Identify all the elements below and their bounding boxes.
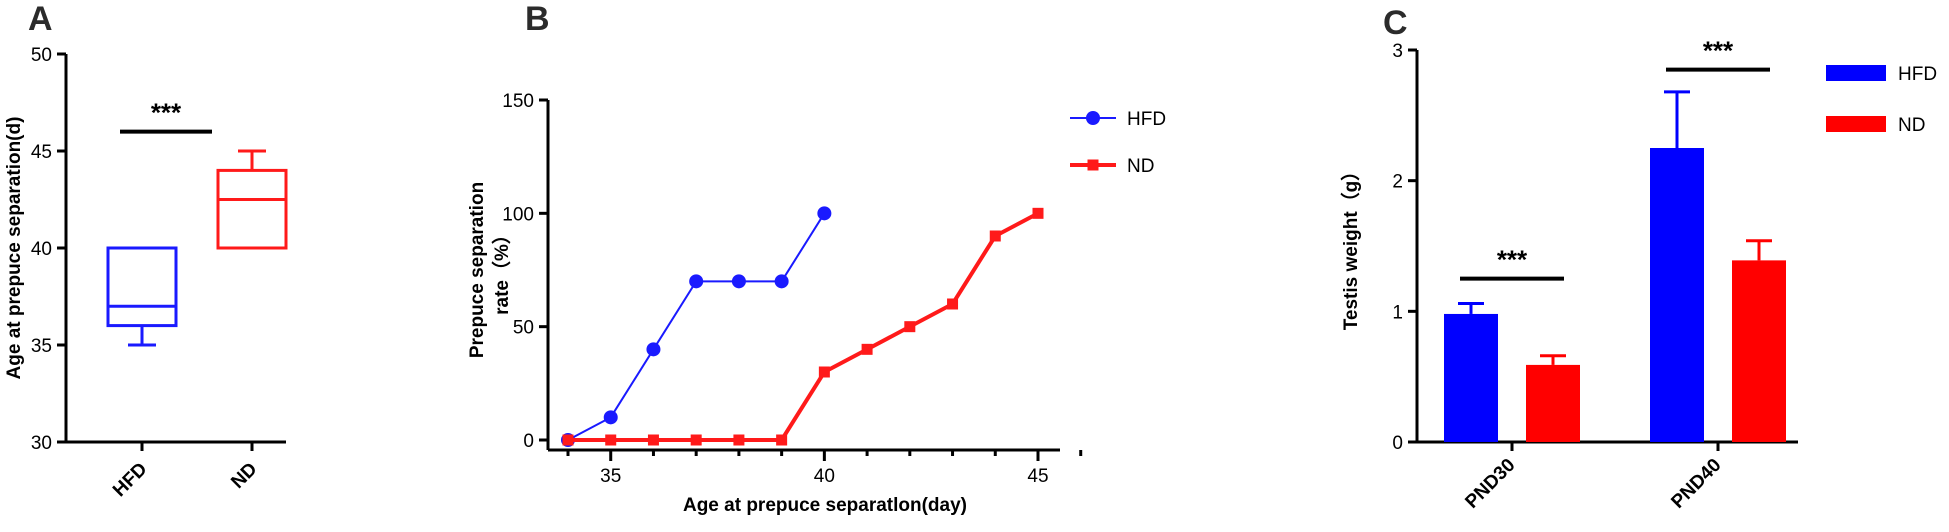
y-tick-label: 1: [1392, 302, 1403, 323]
data-point-hfd: [603, 410, 618, 425]
data-point-nd: [562, 434, 574, 446]
data-point-nd: [605, 434, 617, 446]
box-chart: 30 35 40 45 50 HFD ND Age at prepuce separation…: [4, 45, 288, 501]
y-tick-label: 40: [31, 239, 52, 260]
significance-label: ***: [1497, 245, 1528, 275]
data-point-nd: [733, 434, 745, 446]
x-axis-label: Age at prepuce separatlon(day): [683, 495, 967, 516]
y-tick-label: 2: [1392, 172, 1403, 193]
legend-label-nd: ND: [1127, 156, 1154, 177]
box-hfd: [106, 246, 178, 328]
significance-label: ***: [1703, 36, 1734, 66]
x-tick-label: 40: [814, 466, 835, 487]
y-tick-label: 50: [31, 45, 52, 66]
legend-marker: [1086, 111, 1100, 125]
panel-letter-a: A: [28, 0, 53, 38]
y-axis-label: Age at prepuce separation(d): [4, 117, 25, 380]
legend-swatch-nd: [1826, 116, 1886, 132]
y-axis-label-line: rate（%）: [490, 225, 513, 315]
legend-label-nd: ND: [1898, 115, 1925, 136]
data-point-nd: [904, 321, 916, 333]
x-tick-label: 45: [1027, 466, 1048, 487]
x-tick-label: 35: [600, 466, 621, 487]
panel-letter-c: C: [1383, 4, 1408, 42]
legend-label-hfd: HFD: [1127, 109, 1166, 130]
x-tick-label: PND30: [1461, 455, 1519, 513]
significance-label: ***: [151, 98, 182, 128]
data-point-nd: [947, 298, 959, 310]
y-tick-label: 45: [31, 142, 52, 163]
bar-hfd: [1650, 148, 1704, 442]
y-tick-label: 50: [513, 318, 534, 339]
bar-nd: [1732, 260, 1786, 442]
data-point-hfd: [817, 206, 832, 221]
y-tick-label: 0: [523, 431, 534, 452]
data-point-nd: [861, 343, 873, 355]
x-tick-label: PND40: [1667, 455, 1725, 513]
y-axis-label: Prepuce separation rate（%）: [467, 182, 513, 358]
y-axis-label-line: Prepuce separation: [467, 182, 488, 358]
bar-chart: 0 1 2 3 Testis weight（g） PND30 PND40 *** *** HFD N…: [1339, 36, 1937, 513]
x-tick-label: HFD: [109, 459, 151, 501]
line-chart: 0 50 100 150 35 40 45 Age at prepuce separatlon…: [467, 91, 1166, 516]
data-point-nd: [989, 230, 1001, 242]
y-axis-label: Testis weight（g）: [1339, 162, 1362, 331]
data-point-nd: [690, 434, 702, 446]
bar-nd: [1526, 364, 1580, 442]
y-tick-label: 100: [502, 204, 534, 225]
legend-swatch-hfd: [1826, 65, 1886, 81]
data-point-hfd: [646, 342, 661, 357]
legend-label-hfd: HFD: [1898, 64, 1937, 85]
legend-marker: [1087, 159, 1099, 171]
series-line-nd: [568, 211, 1039, 442]
data-point-nd: [776, 434, 788, 446]
data-point-nd: [818, 366, 830, 378]
data-point-nd: [647, 434, 659, 446]
bar-hfd: [1444, 313, 1498, 442]
y-tick-label: 0: [1392, 433, 1403, 454]
data-point-hfd: [689, 274, 704, 289]
y-tick-label: 3: [1392, 41, 1403, 62]
y-tick-label: 30: [31, 433, 52, 454]
x-tick-label: ND: [227, 459, 261, 493]
data-point-hfd: [731, 274, 746, 289]
data-point-nd: [1032, 207, 1044, 219]
panel-letter-b: B: [525, 0, 550, 38]
series-line-hfd: [567, 212, 826, 441]
y-tick-label: 35: [31, 336, 52, 357]
y-tick-label: 150: [502, 91, 534, 112]
box-nd: [216, 168, 288, 250]
data-point-hfd: [774, 274, 789, 289]
